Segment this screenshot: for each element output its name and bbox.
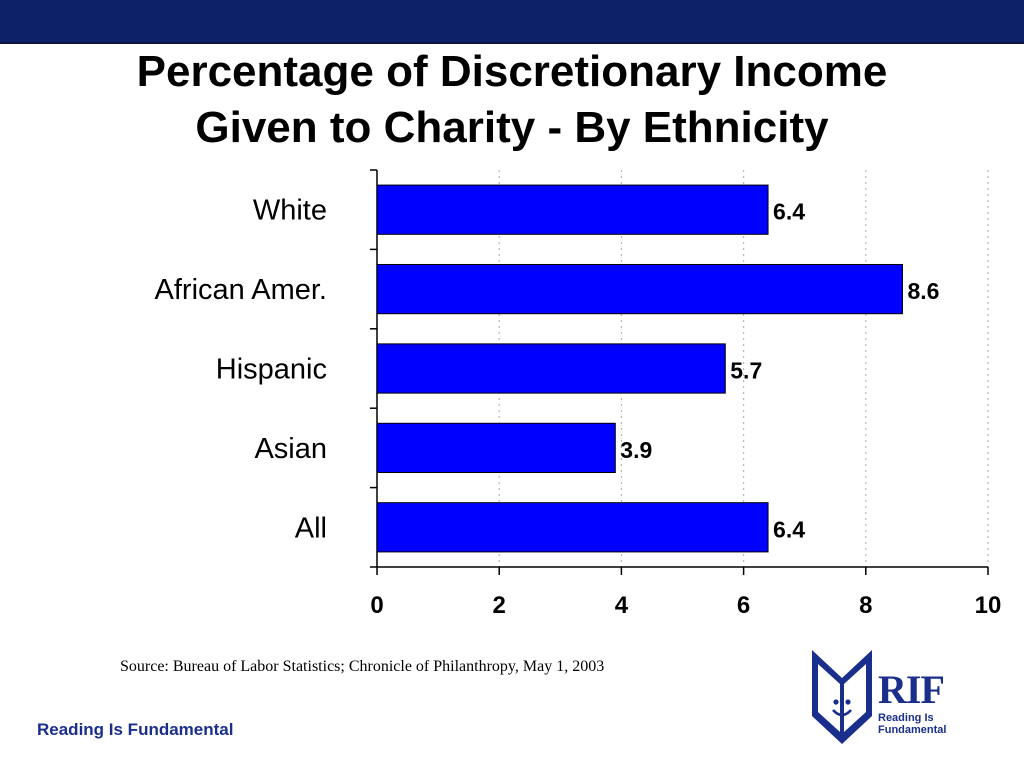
title-line-2: Given to Charity - By Ethnicity: [195, 103, 829, 152]
x-tick-label: 6: [737, 592, 750, 619]
slide-title: Percentage of Discretionary Income Given…: [0, 44, 1024, 156]
bar: [376, 422, 616, 474]
x-tick-label: 10: [975, 592, 1002, 619]
bar-value-label: 6.4: [773, 516, 805, 542]
category-label: Asian: [254, 433, 327, 465]
source-note: Source: Bureau of Labor Statistics; Chro…: [120, 658, 605, 675]
bar-value-label: 5.7: [730, 358, 762, 384]
footer-brand-text: Reading Is Fundamental: [37, 720, 234, 739]
rif-book-icon: [812, 650, 872, 744]
bar-value-label: 3.9: [620, 437, 652, 463]
x-tick-label: 2: [493, 592, 506, 619]
logo-tagline-line-1: Reading Is: [878, 712, 934, 724]
top-band: [0, 0, 1024, 44]
title-line-1: Percentage of Discretionary Income: [136, 47, 888, 96]
category-label: All: [295, 512, 327, 544]
bar: [376, 263, 903, 315]
x-tick-label: 0: [370, 592, 383, 619]
category-label: Hispanic: [216, 354, 327, 386]
bar-chart: 0 2 4 6 8 10 6.4 White 8.6 African Amer. 5.7 Hispan…: [155, 169, 1002, 619]
bar: [376, 343, 726, 394]
rif-logo: RIF Reading Is Fundamental: [808, 644, 978, 748]
category-label: African Amer.: [155, 274, 327, 306]
bar-value-label: 6.4: [773, 199, 805, 225]
bar-value-label: 8.6: [907, 278, 939, 304]
category-label: White: [253, 195, 327, 227]
logo-tagline: Reading Is Fundamental: [878, 712, 946, 736]
bar: [376, 184, 769, 235]
logo-wordmark: RIF: [878, 667, 945, 712]
x-tick-label: 8: [859, 592, 872, 619]
logo-tagline-line-2: Fundamental: [878, 724, 947, 736]
bar: [376, 502, 769, 553]
x-tick-label: 4: [615, 592, 629, 619]
